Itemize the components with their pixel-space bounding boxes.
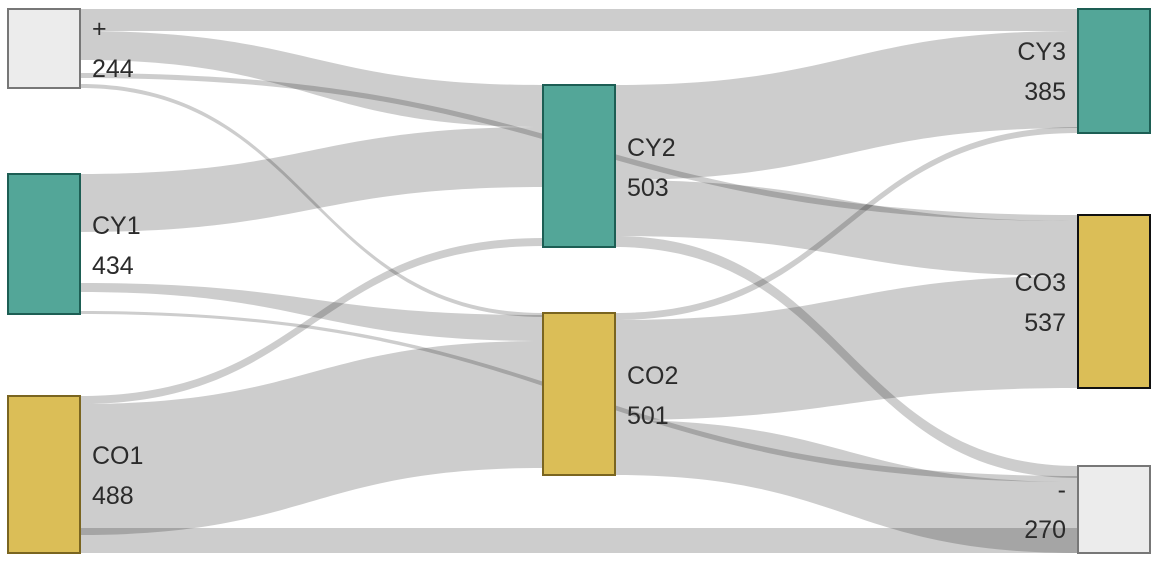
node-cy1-name: CY1 xyxy=(92,212,141,240)
node-co2-name: CO2 xyxy=(627,362,678,390)
sankey-labels: + 244 CY1 434 CO1 488 CY2 503 CO2 501 CY… xyxy=(92,15,1066,544)
node-plus-value: 244 xyxy=(92,55,134,83)
link-cy1-cy2[interactable] xyxy=(80,127,543,232)
node-cy2[interactable] xyxy=(542,84,616,248)
node-co3-value: 537 xyxy=(1024,309,1066,337)
link-cy1-co2[interactable] xyxy=(80,283,543,341)
node-cy1-value: 434 xyxy=(92,252,134,280)
node-co2[interactable] xyxy=(542,312,616,476)
node-cy3-value: 385 xyxy=(1024,78,1066,106)
link-co2-co3[interactable] xyxy=(615,276,1078,420)
link-co1-minus[interactable] xyxy=(80,528,1078,553)
node-co1-value: 488 xyxy=(92,482,134,510)
link-co2-minus[interactable] xyxy=(615,420,1078,553)
link-co1-cy2[interactable] xyxy=(80,238,543,404)
link-plus-cy3[interactable] xyxy=(80,9,1078,31)
node-co3-name: CO3 xyxy=(1015,269,1066,297)
node-cy2-value: 503 xyxy=(627,174,669,202)
node-co2-value: 501 xyxy=(627,402,669,430)
link-plus-cy2[interactable] xyxy=(80,31,543,127)
node-cy2-name: CY2 xyxy=(627,134,676,162)
node-minus-value: 270 xyxy=(1024,516,1066,544)
sankey-nodes xyxy=(7,8,1151,554)
node-co1-name: CO1 xyxy=(92,442,143,470)
node-co1[interactable] xyxy=(7,395,81,554)
node-minus[interactable] xyxy=(1077,465,1151,554)
link-co2-cy3[interactable] xyxy=(615,127,1078,320)
node-co3[interactable] xyxy=(1077,214,1151,389)
node-plus[interactable] xyxy=(7,8,81,89)
node-cy3-name: CY3 xyxy=(1017,38,1066,66)
link-cy2-cy3[interactable] xyxy=(615,31,1078,180)
node-minus-name: - xyxy=(1058,476,1066,504)
link-co1-co2[interactable] xyxy=(80,341,543,535)
link-cy2-co3[interactable] xyxy=(615,180,1078,276)
node-cy1[interactable] xyxy=(7,173,81,315)
node-cy3[interactable] xyxy=(1077,8,1151,134)
node-plus-name: + xyxy=(92,15,107,43)
